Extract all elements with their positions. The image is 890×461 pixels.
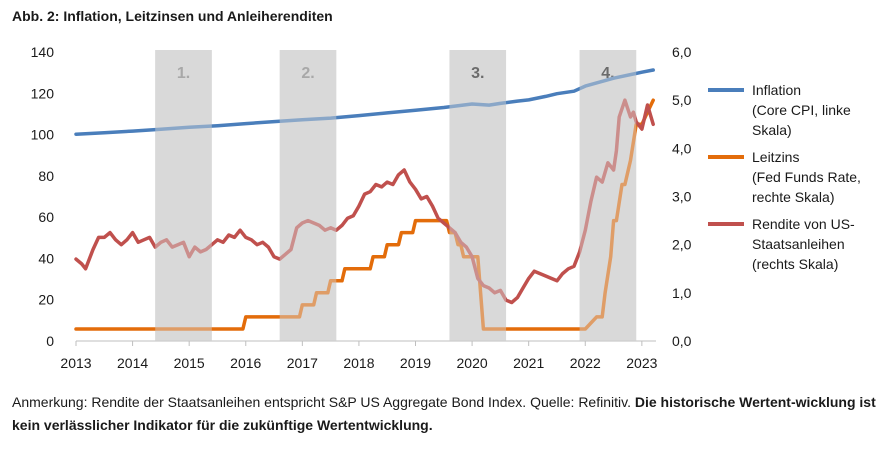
left-y-tick-label: 40 bbox=[38, 250, 54, 266]
phase-overlay-4 bbox=[579, 50, 637, 341]
x-tick-label: 2016 bbox=[230, 355, 261, 371]
x-tick-label: 2014 bbox=[117, 355, 148, 371]
series-line-rendite bbox=[74, 98, 655, 305]
x-tick-label: 2020 bbox=[457, 355, 488, 371]
left-y-tick-label: 120 bbox=[31, 85, 55, 101]
chart: 1. 2. 3. 4. 2013 2014 2015 2016 2017 2018 2019 202… bbox=[31, 44, 692, 371]
series-line-inflation bbox=[74, 68, 655, 136]
right-y-tick-label: 5,0 bbox=[672, 92, 692, 108]
legend-label-leitzins: Leitzins (Fed Funds Rate, rechte Skala) bbox=[752, 149, 861, 205]
series-lines bbox=[74, 68, 655, 331]
x-tick-label: 2021 bbox=[513, 355, 544, 371]
phase-overlay-2 bbox=[279, 50, 337, 341]
right-y-tick-label: 1,0 bbox=[672, 285, 692, 301]
left-y-tick-label: 60 bbox=[38, 209, 54, 225]
legend-swatch-inflation bbox=[708, 88, 744, 92]
left-axis-ticks: 0 20 40 60 80 100 120 140 bbox=[31, 44, 55, 349]
x-tick-label: 2013 bbox=[60, 355, 91, 371]
phase-overlay bbox=[155, 50, 637, 341]
chart-title: Abb. 2: Inflation, Leitzinsen und Anleih… bbox=[12, 8, 333, 24]
left-y-tick-label: 20 bbox=[38, 292, 54, 308]
phase-overlay-1 bbox=[155, 50, 212, 341]
legend-swatch-rendite bbox=[708, 222, 744, 226]
phase-labels: 1. 2. 3. 4. bbox=[177, 65, 615, 82]
phase-shading bbox=[155, 50, 637, 341]
legend-label-rendite: Rendite von US- Staatsanleihen (rechts S… bbox=[752, 216, 855, 272]
x-tick-label: 2023 bbox=[626, 355, 657, 371]
x-tick-label: 2018 bbox=[343, 355, 374, 371]
footnote-text: Anmerkung: Rendite der Staatsanleihen en… bbox=[12, 394, 631, 410]
phase-label-3: 3. bbox=[471, 65, 484, 82]
phase-band-4 bbox=[579, 50, 637, 341]
x-axis-ticks: 2013 2014 2015 2016 2017 2018 2019 2020 2021 2022… bbox=[60, 341, 658, 371]
legend-swatch-leitzins bbox=[708, 155, 744, 159]
right-y-tick-label: 2,0 bbox=[672, 237, 692, 253]
phase-label-1: 1. bbox=[177, 65, 190, 82]
left-y-tick-label: 0 bbox=[46, 333, 54, 349]
phase-label-2: 2. bbox=[301, 65, 314, 82]
legend-label-inflation: Inflation (Core CPI, linke Skala) bbox=[752, 82, 851, 138]
x-tick-label: 2019 bbox=[400, 355, 431, 371]
left-y-tick-label: 140 bbox=[31, 44, 55, 60]
footnote-disclaimer: Die historische Wertent-wicklung ist kei… bbox=[12, 394, 876, 433]
phase-band-1 bbox=[155, 50, 212, 341]
x-tick-label: 2022 bbox=[570, 355, 601, 371]
right-y-tick-label: 3,0 bbox=[672, 189, 692, 205]
footnote: Anmerkung: Rendite der Staatsanleihen en… bbox=[12, 391, 878, 437]
left-y-tick-label: 80 bbox=[38, 168, 54, 184]
x-tick-label: 2015 bbox=[174, 355, 205, 371]
right-y-tick-label: 4,0 bbox=[672, 140, 692, 156]
series-line-leitzins bbox=[74, 98, 655, 331]
x-tick-label: 2017 bbox=[287, 355, 318, 371]
right-y-tick-label: 0,0 bbox=[672, 333, 692, 349]
right-y-tick-label: 6,0 bbox=[672, 44, 692, 60]
phase-overlay-3 bbox=[449, 50, 507, 341]
left-y-tick-label: 100 bbox=[31, 127, 55, 143]
right-axis-ticks: 0,0 1,0 2,0 3,0 4,0 5,0 6,0 bbox=[672, 44, 692, 349]
